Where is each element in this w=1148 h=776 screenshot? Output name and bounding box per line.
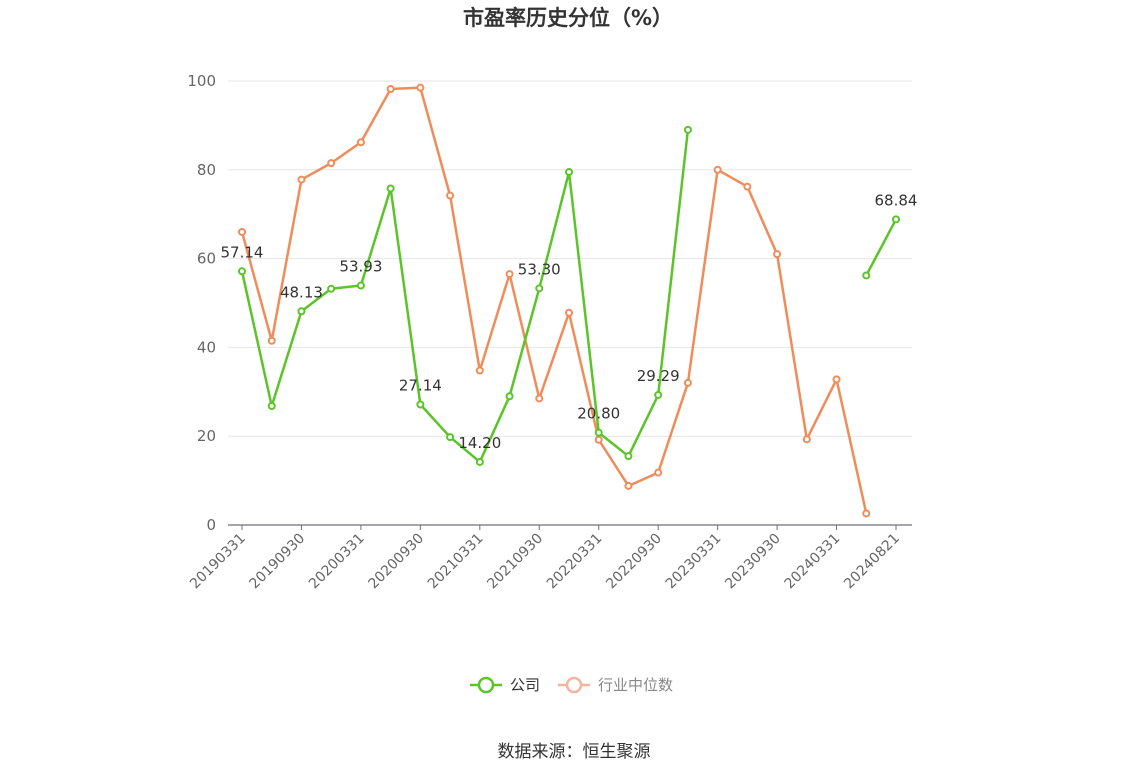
x-tick-label: 20210331	[425, 531, 487, 593]
data-label: 14.20	[458, 434, 501, 452]
data-point[interactable]	[238, 227, 246, 236]
data-point[interactable]	[683, 378, 692, 387]
data-point[interactable]	[862, 271, 871, 280]
data-label: 57.14	[221, 243, 264, 261]
data-point[interactable]	[475, 457, 484, 466]
data-point[interactable]	[356, 281, 365, 290]
data-point[interactable]	[327, 159, 336, 168]
y-tick-label: 80	[197, 161, 216, 179]
x-tick-label: 20230331	[663, 531, 725, 593]
series-company	[238, 125, 900, 466]
data-point[interactable]	[505, 392, 514, 401]
data-point[interactable]	[356, 138, 365, 147]
source-note: 数据来源：恒生聚源	[498, 742, 651, 762]
data-label: 53.30	[518, 260, 561, 278]
data-point[interactable]	[505, 270, 514, 279]
data-point[interactable]	[654, 468, 663, 477]
data-point[interactable]	[892, 215, 900, 224]
data-point[interactable]	[565, 168, 573, 177]
x-tick-label: 20240821	[841, 531, 903, 593]
legend[interactable]: 公司 行业中位数	[470, 676, 673, 694]
chart-title: 市盈率历史分位（%）	[463, 6, 673, 30]
series-layer	[238, 83, 900, 518]
grid-lines	[228, 80, 912, 437]
data-point[interactable]	[267, 336, 276, 345]
series-line	[240, 86, 868, 514]
x-axis: 2019033120190930202003312020093020210331…	[187, 524, 912, 593]
data-point[interactable]	[565, 308, 573, 317]
data-label: 68.84	[875, 191, 918, 209]
x-tick-label: 20240331	[782, 531, 844, 593]
data-point[interactable]	[297, 307, 306, 316]
data-label: 27.14	[399, 376, 442, 394]
data-point[interactable]	[773, 250, 782, 259]
data-label: 20.80	[577, 405, 620, 423]
data-point[interactable]	[594, 428, 603, 437]
x-tick-label: 20230930	[722, 531, 784, 593]
y-tick-label: 60	[197, 250, 216, 268]
data-point[interactable]	[535, 284, 544, 293]
y-tick-label: 40	[197, 338, 216, 356]
data-point[interactable]	[624, 481, 633, 490]
data-point[interactable]	[446, 191, 455, 200]
y-axis: 0 20 40 60 80 100	[187, 72, 216, 534]
data-point[interactable]	[386, 84, 395, 93]
legend-circle-icon	[477, 676, 495, 694]
data-point[interactable]	[475, 366, 484, 375]
data-point[interactable]	[654, 390, 663, 399]
x-tick-label: 20220930	[603, 531, 665, 593]
legend-circle-icon	[565, 676, 583, 694]
legend-label: 行业中位数	[598, 676, 673, 694]
data-point[interactable]	[416, 400, 425, 409]
data-label: 48.13	[280, 283, 323, 301]
data-point[interactable]	[386, 184, 395, 193]
data-point[interactable]	[297, 175, 306, 184]
y-tick-label: 100	[187, 72, 216, 90]
data-point[interactable]	[416, 83, 425, 92]
data-point[interactable]	[862, 509, 871, 518]
data-point[interactable]	[267, 402, 276, 411]
data-label: 29.29	[637, 367, 680, 385]
x-tick-label: 20200930	[365, 531, 427, 593]
legend-label: 公司	[510, 676, 540, 694]
data-point[interactable]	[743, 182, 752, 191]
y-tick-label: 0	[206, 516, 216, 534]
data-label: 53.93	[339, 258, 382, 276]
series-line	[865, 218, 898, 277]
data-point[interactable]	[535, 394, 544, 403]
x-tick-label: 20210930	[484, 531, 546, 593]
data-point[interactable]	[446, 433, 455, 442]
x-tick-label: 20220331	[544, 531, 606, 593]
series-industry-median	[238, 83, 871, 518]
data-point[interactable]	[327, 284, 336, 293]
data-point[interactable]	[238, 267, 246, 276]
data-point[interactable]	[624, 452, 633, 461]
x-tick-label: 20190930	[247, 531, 309, 593]
legend-item-industry-median[interactable]: 行业中位数	[558, 676, 673, 694]
legend-item-company[interactable]: 公司	[470, 676, 540, 694]
data-point[interactable]	[594, 435, 603, 444]
x-tick-label: 20200331	[306, 531, 368, 593]
y-tick-label: 20	[197, 427, 216, 445]
data-point[interactable]	[802, 435, 811, 444]
data-point[interactable]	[683, 125, 692, 134]
data-labels: 57.14 48.13 53.93 27.14 14.20 53.30 20.80 29.29…	[221, 191, 918, 452]
data-point[interactable]	[713, 165, 722, 174]
series-line	[240, 129, 690, 464]
data-point[interactable]	[832, 375, 841, 384]
x-tick-label: 20190331	[187, 531, 249, 593]
